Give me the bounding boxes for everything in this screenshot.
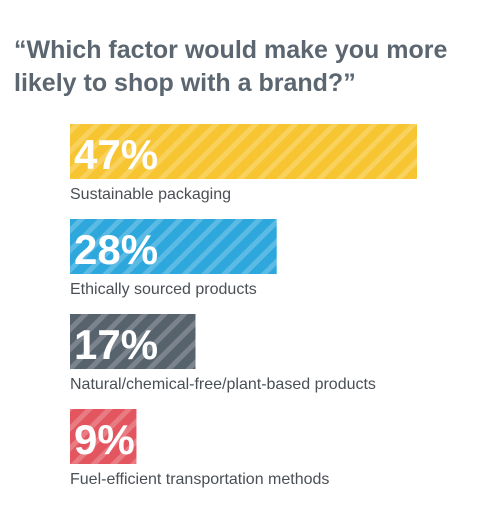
- chart-title: “Which factor would make you more likely…: [14, 36, 448, 97]
- category-label: Ethically sourced products: [70, 281, 257, 298]
- bar: [70, 219, 277, 274]
- bars-group: 47% Sustainable packaging 28% Ethically sou…: [70, 124, 417, 488]
- bar-value-label: 28%: [74, 226, 158, 273]
- bar-value-label: 9%: [74, 416, 135, 463]
- category-label: Fuel-efficient transportation methods: [70, 471, 329, 488]
- bar-value-label: 47%: [74, 131, 158, 178]
- category-label: Sustainable packaging: [70, 186, 231, 203]
- category-label: Natural/chemical-free/plant-based produc…: [70, 376, 376, 393]
- bar-value-label: 17%: [74, 321, 158, 368]
- bar: [70, 124, 417, 179]
- bar: [70, 409, 137, 464]
- bar: [70, 314, 196, 369]
